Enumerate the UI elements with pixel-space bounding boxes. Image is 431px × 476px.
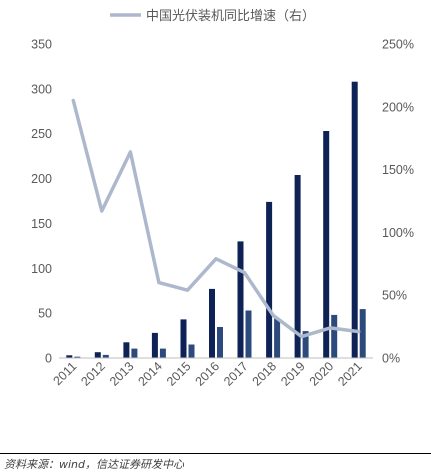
legend-label: 中国光伏装机同比增速（右） [146, 9, 315, 24]
source-note: 资料来源：wind，信达证券研发中心 [4, 458, 185, 471]
right-y-tick-label: 100% [382, 226, 414, 240]
bar-b-2018 [274, 318, 281, 358]
bar-a-2013 [123, 342, 130, 358]
x-axis: 2011201220132014201520162017201820192020… [50, 359, 364, 389]
right-y-tick-label: 250% [382, 38, 414, 52]
right-y-tick-label: 150% [382, 163, 414, 177]
x-tick-label: 2017 [221, 359, 251, 389]
bar-b-2019 [302, 331, 309, 358]
bar-b-2012 [102, 354, 109, 358]
left-y-tick-label: 350 [31, 38, 52, 52]
x-tick-label: 2020 [307, 359, 337, 389]
growth-line [71, 98, 361, 339]
bar-a-2012 [94, 352, 101, 358]
x-tick-label: 2011 [50, 359, 79, 388]
x-tick-label: 2021 [335, 359, 365, 389]
right-y-tick-label: 50% [382, 289, 407, 303]
bar-b-2014 [159, 348, 166, 358]
bar-a-2017 [237, 241, 244, 358]
bar-b-2011 [74, 356, 81, 358]
bar-b-2017 [245, 310, 252, 358]
bar-b-2013 [131, 348, 138, 358]
left-y-tick-label: 300 [31, 82, 52, 96]
right-axis: 0% 50% 100% 150% 200% 250% [382, 38, 414, 366]
bar-a-2019 [294, 175, 301, 358]
x-tick-label: 2012 [78, 359, 108, 389]
bar-a-2011 [66, 355, 73, 358]
bar-a-2021 [351, 81, 358, 358]
right-y-tick-label: 200% [382, 100, 414, 114]
x-tick-label: 2014 [135, 359, 165, 389]
bar-a-2014 [151, 332, 158, 358]
bar-a-2015 [180, 319, 187, 358]
x-tick-label: 2018 [250, 359, 280, 389]
bar-a-2018 [266, 201, 273, 358]
x-tick-label: 2019 [278, 359, 308, 389]
right-y-tick-label: 0% [382, 352, 400, 366]
bar-b-2021 [359, 309, 366, 358]
left-y-tick-label: 100 [31, 262, 52, 276]
bar-b-2020 [331, 314, 338, 358]
bars [66, 81, 366, 358]
bar-a-2020 [323, 131, 330, 358]
x-tick-label: 2016 [193, 359, 223, 389]
legend: 中国光伏装机同比增速（右） [110, 9, 315, 24]
x-tick-label: 2015 [164, 359, 194, 389]
left-y-tick-label: 250 [31, 127, 52, 141]
bar-a-2016 [209, 288, 215, 358]
left-y-tick-label: 50 [38, 307, 52, 321]
source-divider [0, 453, 431, 454]
bar-b-2015 [188, 344, 195, 358]
chart: 中国光伏装机同比增速（右） 0 50 100 150 200 250 300 350 0% 50… [31, 9, 414, 389]
bar-b-2016 [217, 327, 223, 358]
left-y-tick-label: 200 [31, 172, 52, 186]
left-y-tick-label: 0 [45, 352, 52, 366]
x-tick-label: 2013 [107, 359, 137, 389]
left-axis: 0 50 100 150 200 250 300 350 [31, 38, 52, 366]
growth-line-series [71, 98, 361, 339]
left-y-tick-label: 150 [31, 217, 52, 231]
